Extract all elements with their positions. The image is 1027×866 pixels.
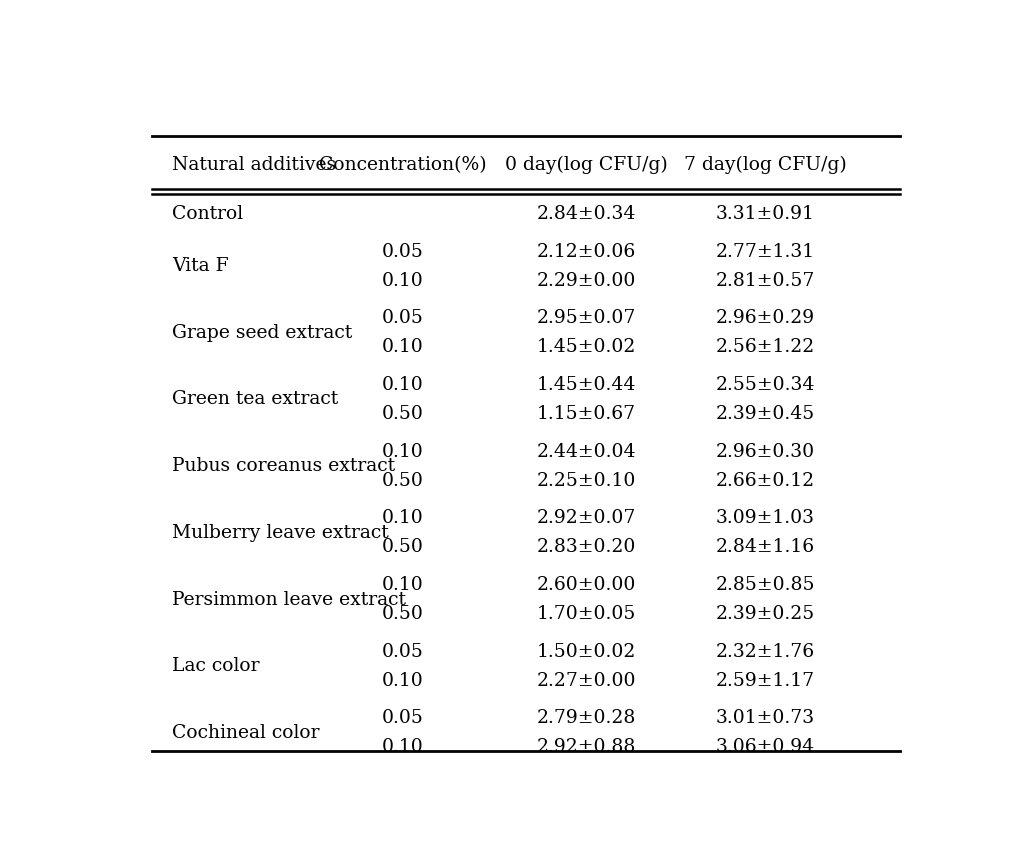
Text: 0.50: 0.50 [382,405,424,423]
Text: 0 day(log CFU/g): 0 day(log CFU/g) [504,156,668,174]
Text: 0.50: 0.50 [382,472,424,489]
Text: 2.85±0.85: 2.85±0.85 [716,576,814,594]
Text: 0.05: 0.05 [382,309,424,327]
Text: 2.25±0.10: 2.25±0.10 [536,472,636,489]
Text: 2.84±0.34: 2.84±0.34 [536,205,636,223]
Text: Vita F: Vita F [173,257,229,275]
Text: 2.77±1.31: 2.77±1.31 [716,242,814,261]
Text: 2.95±0.07: 2.95±0.07 [536,309,636,327]
Text: 7 day(log CFU/g): 7 day(log CFU/g) [684,156,846,174]
Text: Grape seed extract: Grape seed extract [173,324,352,342]
Text: Pubus coreanus extract: Pubus coreanus extract [173,457,395,475]
Text: 2.39±0.45: 2.39±0.45 [716,405,814,423]
Text: 1.70±0.05: 1.70±0.05 [536,605,636,623]
Text: 3.01±0.73: 3.01±0.73 [716,709,814,727]
Text: 2.55±0.34: 2.55±0.34 [716,376,814,394]
Text: 1.45±0.02: 1.45±0.02 [536,339,636,356]
Text: Concentration(%): Concentration(%) [319,156,487,174]
Text: Natural additives: Natural additives [173,156,336,174]
Text: 0.10: 0.10 [382,376,424,394]
Text: Control: Control [173,205,243,223]
Text: 2.79±0.28: 2.79±0.28 [536,709,636,727]
Text: 1.45±0.44: 1.45±0.44 [536,376,636,394]
Text: Persimmon leave extract: Persimmon leave extract [173,591,406,609]
Text: 0.10: 0.10 [382,443,424,461]
Text: 2.12±0.06: 2.12±0.06 [536,242,636,261]
Text: 2.44±0.04: 2.44±0.04 [536,443,636,461]
Text: 2.92±0.88: 2.92±0.88 [536,739,636,756]
Text: 3.09±1.03: 3.09±1.03 [716,509,814,527]
Text: 2.66±0.12: 2.66±0.12 [716,472,814,489]
Text: 2.83±0.20: 2.83±0.20 [536,539,636,556]
Text: 2.29±0.00: 2.29±0.00 [536,272,636,289]
Text: 1.50±0.02: 1.50±0.02 [536,643,636,661]
Text: 1.15±0.67: 1.15±0.67 [536,405,636,423]
Text: Green tea extract: Green tea extract [173,391,339,409]
Text: 2.39±0.25: 2.39±0.25 [716,605,814,623]
Text: 0.05: 0.05 [382,709,424,727]
Text: Mulberry leave extract: Mulberry leave extract [173,524,389,542]
Text: 2.81±0.57: 2.81±0.57 [716,272,814,289]
Text: Lac color: Lac color [173,657,260,675]
Text: 2.92±0.07: 2.92±0.07 [536,509,636,527]
Text: 0.10: 0.10 [382,576,424,594]
Text: 2.96±0.29: 2.96±0.29 [716,309,814,327]
Text: 0.10: 0.10 [382,272,424,289]
Text: 2.56±1.22: 2.56±1.22 [716,339,814,356]
Text: 3.31±0.91: 3.31±0.91 [716,205,814,223]
Text: 2.32±1.76: 2.32±1.76 [716,643,814,661]
Text: 2.60±0.00: 2.60±0.00 [536,576,636,594]
Text: 0.50: 0.50 [382,605,424,623]
Text: 2.96±0.30: 2.96±0.30 [716,443,814,461]
Text: 0.05: 0.05 [382,242,424,261]
Text: Cochineal color: Cochineal color [173,724,319,742]
Text: 0.10: 0.10 [382,339,424,356]
Text: 0.10: 0.10 [382,672,424,689]
Text: 2.59±1.17: 2.59±1.17 [716,672,814,689]
Text: 2.84±1.16: 2.84±1.16 [716,539,814,556]
Text: 2.27±0.00: 2.27±0.00 [536,672,636,689]
Text: 0.10: 0.10 [382,739,424,756]
Text: 0.50: 0.50 [382,539,424,556]
Text: 3.06±0.94: 3.06±0.94 [716,739,814,756]
Text: 0.05: 0.05 [382,643,424,661]
Text: 0.10: 0.10 [382,509,424,527]
